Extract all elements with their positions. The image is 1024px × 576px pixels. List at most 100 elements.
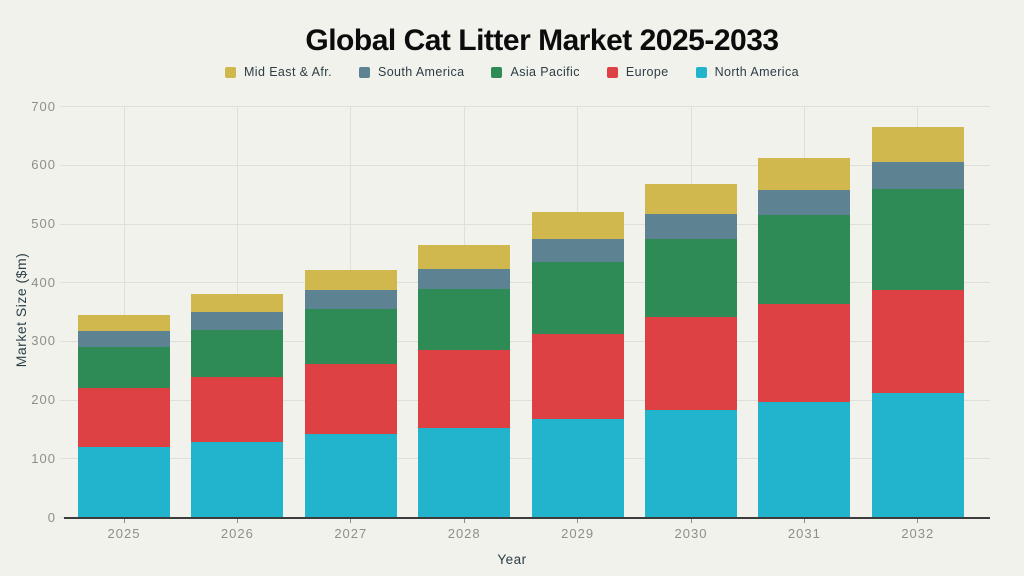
x-tick-label-2032: 2032 [901,526,935,541]
bar-2030-asia-pacific [645,238,737,318]
bar-2032-mid-east-afr- [871,126,964,163]
bar-2027-europe [304,363,397,434]
legend-item-south-america: South America [358,65,465,79]
gridline-horizontal-300 [64,340,990,342]
bar-2027-mid-east-afr- [304,269,397,290]
bar-2028-europe [418,350,511,428]
legend-label: Europe [625,65,669,79]
y-tick-label-0: 0 [47,509,56,525]
bar-2030-europe [645,317,737,410]
bar-2031-asia-pacific [758,215,851,304]
x-tick-label-2029: 2029 [561,526,595,541]
y-axis-title: Market Size ($m) [13,252,29,368]
bar-2031-europe [758,303,851,402]
gridline-horizontal-500 [64,223,990,225]
legend-item-north-america: North America [695,65,799,79]
x-tick-mark-2032 [917,518,919,523]
y-tick-label-700: 700 [31,98,56,114]
legend-item-asia-pacific: Asia Pacific [491,65,579,79]
gridline-horizontal-200 [64,399,990,401]
bar-2030-south-america [645,214,737,239]
legend-swatch-icon [224,66,236,78]
bar-2031-south-america [758,190,851,216]
y-tick-mark-300 [60,340,68,342]
y-tick-label-300: 300 [31,333,56,349]
y-tick-mark-500 [60,223,68,225]
gridline-horizontal-100 [64,458,990,460]
bar-2032-europe [871,289,964,394]
x-tick-mark-2026 [236,518,238,523]
x-tick-mark-2031 [803,518,805,523]
bar-2029-asia-pacific [531,262,624,334]
x-tick-label-2026: 2026 [220,526,254,541]
y-tick-mark-600 [60,164,68,166]
bar-2029-north-america [531,418,624,518]
bar-2026-mid-east-afr- [191,294,284,312]
bar-2026-south-america [191,311,284,330]
bar-2025-mid-east-afr- [78,315,170,331]
y-tick-label-100: 100 [31,450,56,466]
bar-2031-north-america [758,401,851,518]
bar-2030-mid-east-afr- [645,184,737,215]
bar-2028-asia-pacific [418,289,511,351]
legend-label: South America [377,65,465,79]
x-tick-label-2025: 2025 [107,526,141,541]
y-tick-label-500: 500 [31,216,56,232]
gridline-horizontal-600 [64,164,990,166]
bar-2029-south-america [531,239,624,263]
bar-2025-europe [78,388,170,448]
legend-label: Mid East & Afr. [243,65,332,79]
gridline-vertical-2025 [123,106,125,518]
legend-label: North America [714,65,799,79]
legend-swatch-icon [491,66,503,78]
legend-swatch-icon [695,66,707,78]
chart-title: Global Cat Litter Market 2025-2033 [305,24,779,57]
bar-2032-asia-pacific [871,188,964,290]
bar-2026-europe [191,376,284,442]
x-tick-label-2030: 2030 [674,526,708,541]
y-tick-mark-700 [60,106,68,108]
legend: Mid East & Afr. South America Asia Pacific… [0,65,1024,79]
y-tick-label-400: 400 [31,274,56,290]
legend-item-europe: Europe [606,65,669,79]
x-tick-label-2031: 2031 [787,526,821,541]
bar-2025-asia-pacific [78,346,170,389]
bar-2032-north-america [871,393,964,518]
x-tick-label-2027: 2027 [334,526,368,541]
x-tick-mark-2025 [123,518,125,523]
bar-2030-north-america [645,409,737,518]
bar-2029-europe [531,333,624,419]
y-tick-mark-100 [60,458,68,460]
bar-2026-north-america [191,441,284,518]
x-tick-mark-2028 [463,518,465,523]
y-tick-label-600: 600 [31,157,56,173]
bar-2029-mid-east-afr- [531,212,624,240]
legend-item-mid-east-afr-: Mid East & Afr. [224,65,332,79]
x-tick-mark-2027 [350,518,352,523]
bar-2031-mid-east-afr- [758,158,851,191]
legend-swatch-icon [606,66,618,78]
x-axis-title: Year [497,552,527,567]
bar-2027-north-america [304,433,397,518]
gridline-horizontal-400 [64,282,990,284]
legend-swatch-icon [358,66,370,78]
x-axis-line [64,516,990,519]
bar-2027-south-america [304,289,397,310]
bar-2028-mid-east-afr- [418,245,511,270]
legend-label: Asia Pacific [510,65,580,79]
bar-2028-north-america [418,427,511,518]
bar-2032-south-america [871,162,964,189]
bar-2025-south-america [78,330,170,347]
y-tick-mark-400 [60,282,68,284]
x-tick-mark-2030 [690,518,692,523]
x-tick-label-2028: 2028 [447,526,481,541]
y-tick-mark-200 [60,399,68,401]
bar-2025-north-america [78,447,170,518]
gridline-horizontal-700 [64,106,990,108]
x-tick-mark-2029 [577,518,579,523]
bar-2026-asia-pacific [191,329,284,377]
bar-2028-south-america [418,269,511,290]
y-tick-label-200: 200 [31,392,56,408]
